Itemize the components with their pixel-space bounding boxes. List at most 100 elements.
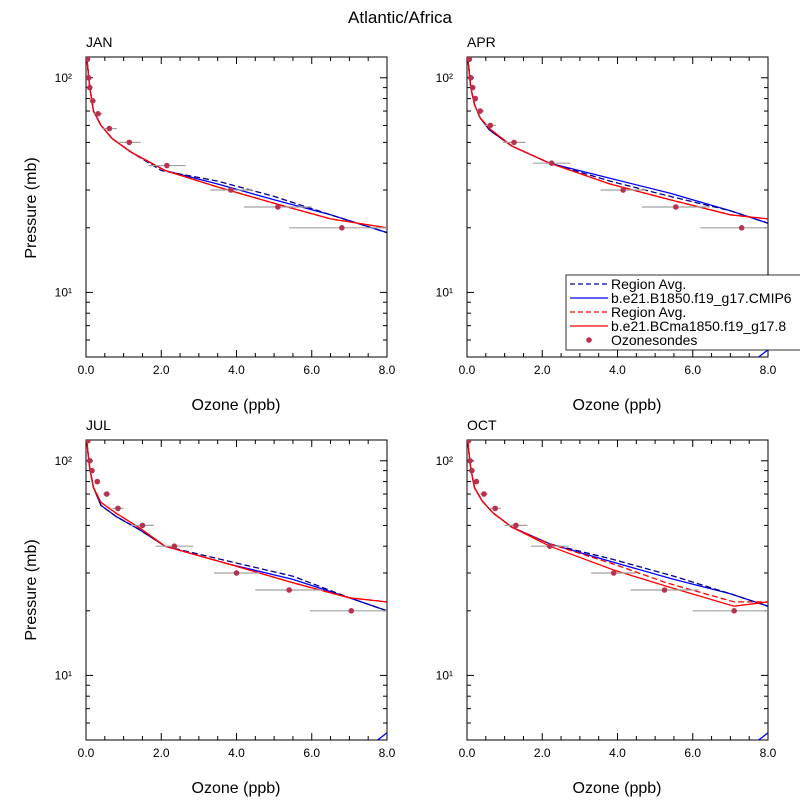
x-tick-label: 6.0 — [684, 363, 701, 377]
ozonesonde-point — [469, 467, 475, 474]
y-tick-label: 10¹ — [436, 668, 453, 682]
plot-area — [86, 57, 387, 234]
ozonesonde-point — [467, 457, 473, 464]
figure-title: Atlantic/Africa — [348, 8, 452, 27]
legend-label: Region Avg. — [611, 304, 686, 320]
ozonesonde-point — [731, 607, 737, 614]
ozonesonde-point — [95, 110, 101, 117]
y-tick-label: 10² — [55, 71, 72, 85]
ozonesonde-point — [139, 522, 146, 529]
y-tick-label: 10² — [55, 454, 72, 468]
panel-title: JAN — [86, 34, 112, 50]
y-tick-label: 10² — [436, 71, 453, 85]
series-line-region-avg — [86, 57, 387, 234]
y-tick-label: 10² — [436, 454, 453, 468]
ozonesonde-point — [738, 224, 745, 231]
x-tick-label: 4.0 — [228, 746, 245, 760]
x-axis-label: Ozone (ppb) — [573, 780, 662, 797]
panel-jan: JAN Ozone (ppb) Pressure (mb) 0.0 2.0 4.0 6… — [23, 34, 396, 414]
ozonesonde-point — [546, 543, 553, 549]
ozonesonde-point — [673, 204, 679, 210]
panel-title: JUL — [86, 417, 111, 433]
ozonesonde-point — [481, 491, 487, 497]
ozonesonde-point — [86, 57, 91, 63]
x-tick-label: 2.0 — [153, 363, 170, 377]
x-tick-label: 0.0 — [78, 746, 95, 760]
x-tick-label: 8.0 — [379, 746, 396, 760]
legend-label: Region Avg. — [611, 276, 686, 292]
plot-area — [467, 440, 768, 614]
ozonesonde-point — [286, 587, 292, 593]
ozonesonde-point — [477, 108, 483, 114]
ozonesonde-point — [115, 505, 121, 512]
legend: Region Avg. b.e21.B1850.f19_g17.CMIP6 Re… — [565, 274, 800, 351]
y-axis-label: Pressure (mb) — [23, 539, 40, 640]
legend-label: Ozonesondes — [611, 332, 697, 348]
series-line-top-segment — [758, 349, 768, 357]
ozonesonde-point — [610, 570, 617, 576]
series-line-top-segment — [377, 732, 387, 740]
x-axis-label: Ozone (ppb) — [573, 397, 662, 414]
plot-frame — [466, 439, 769, 741]
x-tick-label: 6.0 — [684, 746, 701, 760]
y-tick-label: 10¹ — [436, 285, 453, 299]
ozonesonde-point — [86, 84, 93, 91]
ozonesonde-point — [511, 139, 517, 146]
x-tick-label: 8.0 — [760, 363, 777, 377]
ozonesonde-point — [487, 122, 494, 129]
ozonesonde-point — [661, 587, 668, 593]
x-tick-label: 4.0 — [228, 363, 245, 377]
ozonesonde-point — [171, 543, 178, 549]
x-tick-label: 2.0 — [534, 363, 551, 377]
ozonesonde-point — [339, 224, 345, 231]
series-line-model — [467, 57, 768, 220]
ozonesonde-point — [492, 505, 499, 512]
ozonesonde-point — [469, 84, 476, 91]
x-tick-label: 2.0 — [153, 746, 170, 760]
ozonesonde-point — [164, 162, 170, 169]
series-line-top-segment — [758, 732, 768, 740]
ozonesonde-point — [106, 125, 113, 132]
x-tick-label: 4.0 — [609, 746, 626, 760]
ozonesonde-point — [473, 478, 480, 485]
x-tick-label: 4.0 — [609, 363, 626, 377]
ozonesonde-point — [86, 74, 92, 81]
ozonesonde-point — [233, 570, 240, 576]
series-line-model — [467, 440, 768, 607]
ozonesonde-point — [275, 204, 281, 210]
y-tick-label: 10¹ — [55, 668, 72, 682]
ozonesonde-point — [89, 98, 96, 104]
plot-area — [467, 57, 768, 231]
ozonesonde-point — [467, 57, 473, 63]
ozonesonde-point — [348, 607, 355, 614]
legend-swatch-ozonesondes — [586, 337, 592, 343]
ozonesonde-point — [513, 522, 519, 529]
ozonesonde-point — [94, 478, 101, 485]
x-axis-label: Ozone (ppb) — [192, 780, 281, 797]
ozonesonde-point — [86, 440, 91, 444]
series-line-region-avg — [86, 57, 387, 229]
panel-oct: OCT Ozone (ppb) 0.0 2.0 4.0 6.0 8.0 10¹ 10² — [436, 417, 777, 797]
x-tick-label: 2.0 — [534, 746, 551, 760]
x-tick-label: 6.0 — [303, 746, 320, 760]
x-tick-label: 0.0 — [459, 363, 476, 377]
ozonesonde-point — [86, 457, 93, 464]
x-axis-label: Ozone (ppb) — [192, 397, 281, 414]
y-tick-label: 10¹ — [55, 285, 72, 299]
series-line-region-avg — [467, 440, 768, 607]
series-line-model — [86, 57, 387, 234]
series-line-model — [86, 440, 387, 603]
ozonesonde-point — [228, 187, 234, 193]
ozonesonde-point — [467, 74, 474, 81]
ozonesonde-point — [548, 160, 555, 166]
series-line-region-avg — [86, 440, 387, 612]
ozonesonde-point — [472, 95, 479, 102]
x-tick-label: 0.0 — [78, 363, 95, 377]
x-tick-label: 8.0 — [760, 746, 777, 760]
series-line-region-avg — [467, 440, 768, 603]
plot-frame — [85, 439, 388, 741]
ozonesonde-point — [620, 187, 626, 193]
ozonesonde-point — [89, 467, 95, 474]
y-axis-label: Pressure (mb) — [23, 157, 40, 258]
